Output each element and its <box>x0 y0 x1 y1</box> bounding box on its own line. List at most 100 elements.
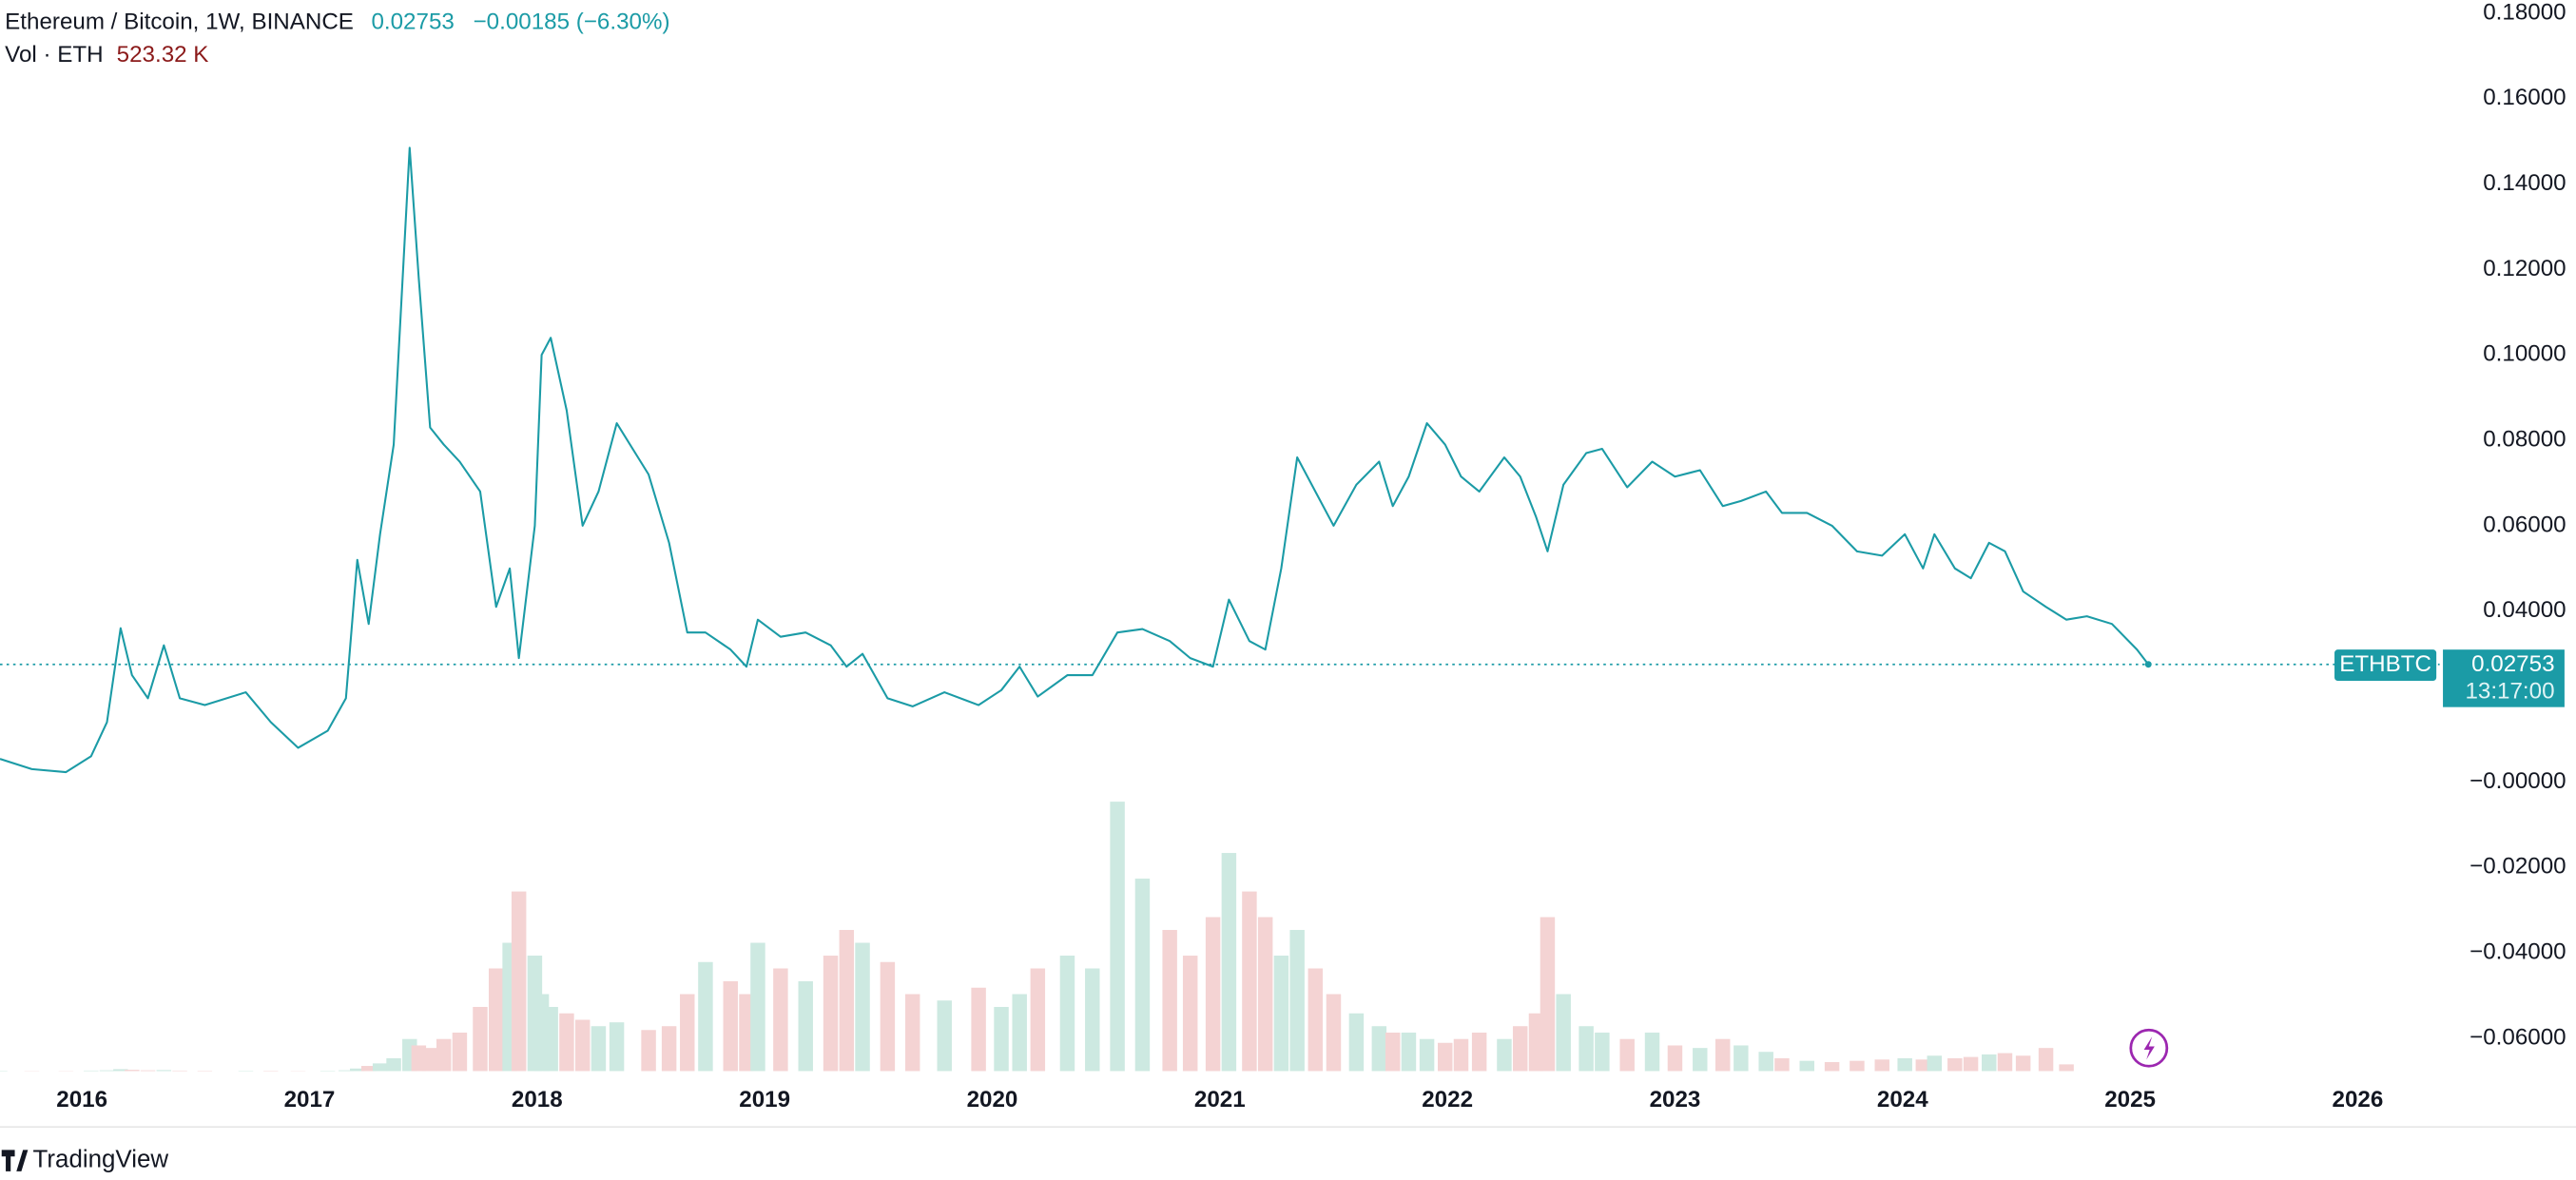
volume-bar <box>83 1070 99 1072</box>
x-tick-label: 2020 <box>967 1087 1018 1112</box>
chart-title: Ethereum / Bitcoin, 1W, BINANCE <box>5 10 354 35</box>
volume-bar <box>1850 1060 1865 1072</box>
x-tick-label: 2017 <box>284 1087 336 1112</box>
volume-bar <box>2015 1055 2031 1072</box>
x-tick-label: 2022 <box>1422 1087 1473 1112</box>
volume-bar <box>1897 1057 1912 1072</box>
volume-bar <box>1242 891 1257 1072</box>
volume-bar <box>2038 1048 2054 1072</box>
header-price: 0.02753 <box>371 10 454 35</box>
volume-bar <box>798 981 813 1072</box>
x-tick-label: 2021 <box>1194 1087 1246 1112</box>
volume-bar <box>1419 1038 1435 1072</box>
y-tick-label: −0.06000 <box>2469 1024 2566 1050</box>
y-tick-label: 0.10000 <box>2483 341 2566 367</box>
volume-bar <box>1528 1013 1544 1072</box>
volume-bar <box>994 1006 1009 1072</box>
volume-bar <box>1326 994 1342 1072</box>
volume-bar <box>1714 1038 1731 1072</box>
volume-bar <box>1257 917 1273 1072</box>
volume-bar <box>750 942 765 1072</box>
volume-bar <box>140 1070 156 1072</box>
volume-legend: Vol · ETH <box>5 42 103 68</box>
y-tick-label: 0.04000 <box>2483 597 2566 623</box>
volume-bar <box>1182 956 1198 1072</box>
volume-bar <box>1134 879 1151 1072</box>
volume-bar <box>1162 930 1177 1072</box>
symbol-tag-label: ETHBTC <box>2339 651 2431 677</box>
y-tick-label: −0.02000 <box>2469 854 2566 880</box>
volume-bar <box>99 1070 115 1072</box>
y-tick-label: −0.00000 <box>2469 768 2566 794</box>
volume-bar <box>1385 1032 1401 1072</box>
volume-bar <box>339 1070 354 1072</box>
volume-bar <box>1012 994 1027 1072</box>
volume-bar <box>1497 1038 1512 1072</box>
volume-bar <box>1030 968 1046 1072</box>
volume-bar <box>839 930 855 1072</box>
volume-bar <box>609 1022 625 1072</box>
header-change: −0.00185 (−6.30%) <box>474 10 670 35</box>
volume-bar <box>386 1057 401 1072</box>
x-tick-label: 2018 <box>512 1087 563 1112</box>
volume-bar <box>1799 1060 1815 1072</box>
volume-bar <box>1471 1032 1487 1072</box>
volume-bar <box>1205 917 1221 1072</box>
price-tag-value: 0.02753 <box>2471 651 2554 677</box>
volume-bar <box>1110 802 1125 1072</box>
volume-bar <box>113 1069 128 1072</box>
volume-bar <box>1758 1052 1773 1072</box>
volume-bar <box>1644 1032 1660 1072</box>
volume-bar <box>1927 1055 1943 1072</box>
volume-bar <box>411 1045 427 1072</box>
volume-bar <box>880 961 896 1072</box>
y-tick-label: 0.12000 <box>2483 256 2566 281</box>
volume-bar <box>1273 956 1289 1072</box>
volume-bar <box>1667 1045 1683 1072</box>
last-point <box>2144 661 2152 668</box>
volume-bar <box>1981 1054 1997 1072</box>
volume-bar <box>1059 956 1075 1072</box>
volume-bar <box>591 1026 607 1072</box>
y-tick-label: 0.06000 <box>2483 512 2566 537</box>
volume-bar <box>1438 1042 1453 1072</box>
volume-bar <box>937 1000 952 1072</box>
volume-bar <box>1453 1038 1469 1072</box>
volume-bar <box>1874 1059 1889 1072</box>
brand-logo <box>1 1150 29 1171</box>
replay-icon[interactable] <box>2129 1028 2169 1068</box>
y-tick-label: 0.16000 <box>2483 85 2566 110</box>
volume-bar <box>1540 917 1556 1072</box>
volume-bar <box>1963 1056 1979 1072</box>
volume-bar <box>422 1048 438 1072</box>
volume-bar <box>1348 1013 1365 1072</box>
volume-bar <box>773 968 788 1072</box>
volume-bar <box>1947 1057 1963 1072</box>
volume-bar <box>473 1006 488 1072</box>
volume-bar <box>489 968 504 1072</box>
x-tick-label: 2016 <box>56 1087 107 1112</box>
volume-bar <box>661 1026 677 1072</box>
price-tag <box>2443 649 2565 707</box>
volume-bar <box>1221 853 1237 1072</box>
volume-bar <box>543 1006 558 1072</box>
x-tick-label: 2019 <box>739 1087 790 1112</box>
volume-bar <box>698 961 713 1072</box>
volume-bar <box>172 1070 187 1072</box>
volume-bar <box>1774 1057 1790 1072</box>
volume-bar <box>739 994 754 1072</box>
volume-bar <box>350 1068 365 1072</box>
volume-bar <box>1733 1045 1749 1072</box>
volume-bar <box>125 1070 140 1072</box>
volume-bar <box>855 942 870 1072</box>
volume-bar <box>904 994 920 1072</box>
volume-bar <box>1997 1053 2013 1072</box>
volume-bar <box>1595 1032 1610 1072</box>
y-tick-label: 0.14000 <box>2483 170 2566 196</box>
volume-bar <box>1915 1059 1931 1072</box>
volume-bar <box>641 1030 656 1072</box>
volume-bar <box>1307 968 1324 1072</box>
volume-bar <box>452 1032 468 1072</box>
